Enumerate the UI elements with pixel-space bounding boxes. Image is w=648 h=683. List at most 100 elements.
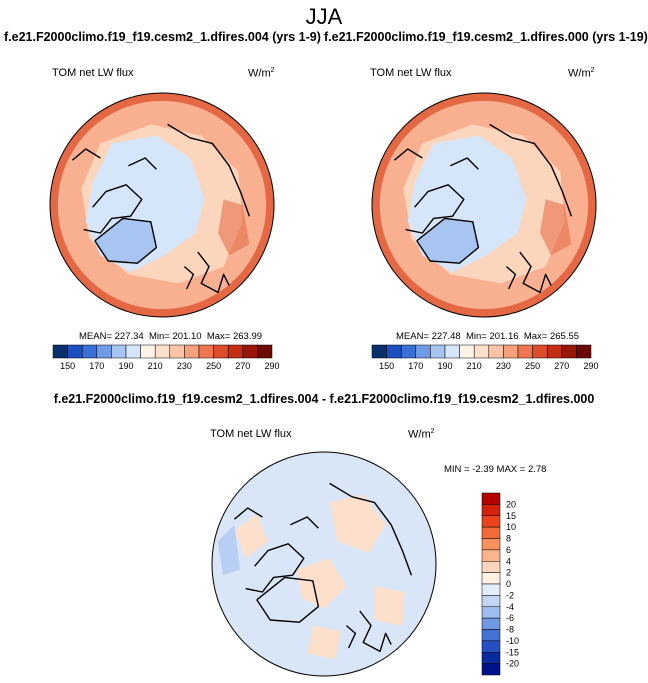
coastline-6 [290, 516, 319, 529]
coastline-2 [167, 123, 251, 217]
colorbar-diff-tick-12: -10 [506, 636, 519, 646]
colorbar-left-tick-4: 230 [177, 361, 192, 371]
colorbar-diff-tick-2: 10 [506, 522, 516, 532]
variable-label-left: TOM net LW flux [52, 67, 134, 79]
colorbar-left-swatch-4 [111, 344, 127, 359]
stats-mean-right: MEAN= 227.48 [396, 331, 461, 342]
colorbar-right-swatch-6 [459, 344, 475, 359]
colorbar-diff-tick-0: 20 [506, 499, 516, 509]
coastline-5 [393, 148, 423, 161]
colorbar-diff-swatch-8 [481, 583, 501, 596]
colorbar-right-swatch-11 [532, 344, 548, 359]
warm-patch [540, 199, 572, 256]
coastline-3 [519, 251, 552, 294]
units-label-right: W/m2 [568, 67, 595, 80]
colorbar-diff-swatch-12 [481, 629, 501, 642]
colorbar-diff-swatch-6 [481, 561, 501, 573]
colorbar-left-swatch-3 [96, 344, 112, 359]
positive-anomaly-0 [329, 494, 386, 553]
colorbar-right-swatch-2 [400, 344, 417, 359]
greenland-ice [416, 218, 479, 264]
season-title: JJA [305, 4, 343, 29]
colorbar-right-tick-0: 150 [379, 361, 394, 371]
map-boundary [371, 92, 597, 318]
stats-mean-left: MEAN= 227.34 [79, 331, 144, 342]
stats-diff: MIN = -2.39 MAX = 2.78 [444, 464, 547, 475]
colorbar-right-swatch-4 [430, 344, 446, 359]
warm-field [57, 100, 267, 310]
units-label-left: W/m2 [248, 67, 275, 80]
variable-label-diff: TOM net LW flux [210, 428, 292, 440]
warm-field [379, 100, 589, 310]
stats-min-left: Min= 201.10 [148, 331, 202, 342]
colorbar-right-swatch-9 [503, 344, 519, 359]
colorbar-right-tick-1: 170 [408, 361, 423, 371]
mid-band [403, 124, 565, 284]
colorbar-diff-swatch-5 [481, 549, 501, 562]
colorbar-diff-swatch-4 [481, 538, 501, 551]
colorbar-left-swatch-13 [242, 344, 258, 359]
colorbar-diff-swatch-10 [481, 606, 501, 619]
coastline-1 [256, 576, 320, 623]
negative-anomaly [217, 524, 240, 576]
colorbar-diff-tick-10: -6 [506, 613, 514, 623]
colorbar-left-swatch-12 [227, 344, 244, 359]
colorbar-right-swatch-5 [444, 344, 460, 359]
stats-max-right: Max= 265.55 [523, 331, 580, 342]
case-title-left: f.e21.F2000climo.f19_f19.cesm2_1.dfires.… [4, 30, 321, 44]
colorbar-right-swatch-0 [371, 344, 387, 359]
positive-anomaly-3 [234, 513, 268, 559]
colorbar-diff-tick-13: -15 [506, 647, 519, 657]
colorbar-diff-swatch-7 [481, 572, 501, 585]
warm-patch [218, 199, 250, 256]
map-boundary [211, 451, 437, 677]
colorbar-diff-swatch-9 [481, 595, 501, 607]
colorbar-right-tick-6: 270 [554, 361, 569, 371]
colorbar-right-swatch-3 [415, 344, 431, 359]
colorbar-diff-swatch-2 [481, 515, 501, 528]
colorbar-right-swatch-7 [473, 344, 490, 359]
colorbar-right-swatch-8 [488, 344, 504, 359]
colorbar-diff-swatch-1 [481, 504, 501, 516]
stats-right: MEAN= 227.48 Min= 201.16 Max= 265.55 [396, 331, 579, 342]
colorbar-right-swatch-12 [546, 344, 563, 359]
map-boundary [49, 92, 275, 318]
colorbar-left-tick-2: 190 [118, 361, 133, 371]
colorbar-left-swatch-2 [81, 344, 98, 359]
colorbar-diff-tick-11: -8 [506, 625, 514, 635]
colorbar-diff-tick-3: 8 [506, 534, 511, 544]
coastline-3 [359, 610, 392, 653]
colorbar-left-swatch-1 [67, 344, 83, 359]
colorbar-diff-swatch-14 [481, 652, 501, 664]
colorbar-left-tick-1: 170 [89, 361, 104, 371]
greenland-ice [94, 218, 157, 264]
colorbar-left-tick-0: 150 [60, 361, 75, 371]
coastline-0 [405, 184, 465, 234]
coastline-5 [233, 507, 263, 520]
colorbar-diff-tick-7: 0 [506, 579, 511, 589]
case-title-right: f.e21.F2000climo.f19_f19.cesm2_1.dfires.… [324, 30, 648, 44]
colorbar-right-swatch-10 [517, 344, 533, 359]
polar-cool-region [407, 135, 527, 273]
colorbar-diff-tick-6: 2 [506, 568, 511, 578]
colorbar-diff-swatch-15 [481, 663, 501, 676]
colorbar-left-swatch-7 [154, 344, 171, 359]
difference-title: f.e21.F2000climo.f19_f19.cesm2_1.dfires.… [53, 392, 595, 406]
stats-min-right: Min= 201.16 [465, 331, 519, 342]
coastline-1 [94, 217, 158, 264]
stats-max-left: Max= 263.99 [206, 331, 263, 342]
coastline-4 [345, 625, 357, 649]
colorbar-diff-tick-8: -2 [506, 590, 514, 600]
coastline-3 [197, 251, 230, 294]
colorbar-left-tick-5: 250 [206, 361, 221, 371]
polar-cool-region [85, 135, 205, 273]
outer-warm-ring [50, 93, 274, 317]
colorbar-diff-tick-9: -4 [506, 602, 514, 612]
coastline-0 [83, 184, 143, 234]
stats-left: MEAN= 227.34 Min= 201.10 Max= 263.99 [79, 331, 262, 342]
colorbar-diff-tick-5: 4 [506, 556, 511, 566]
colorbar-left-swatch-8 [169, 344, 185, 359]
coastline-6 [128, 157, 157, 170]
colorbar-left-swatch-0 [52, 344, 68, 359]
coastline-0 [245, 543, 305, 593]
